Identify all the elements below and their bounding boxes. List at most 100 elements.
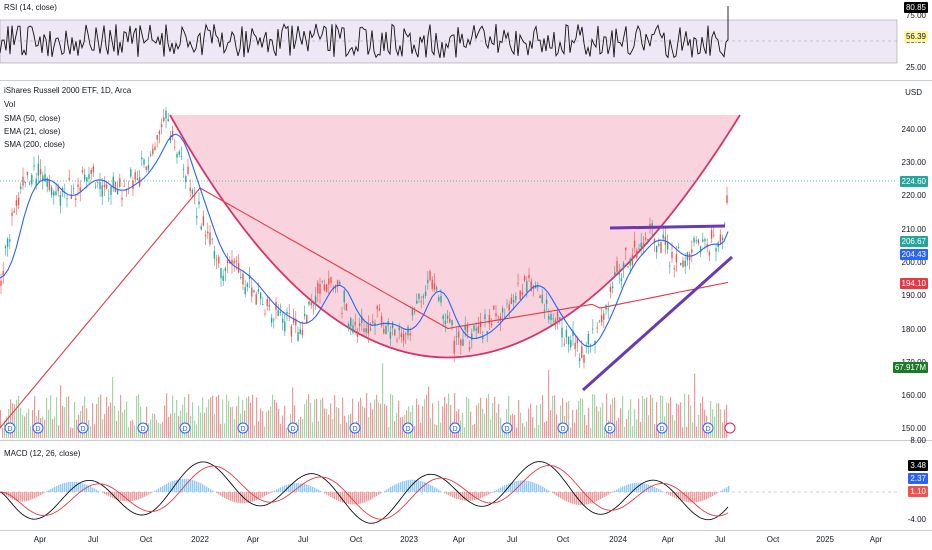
volume-bar [626,419,628,438]
macd-histogram-bar [166,483,168,492]
rsi-tick: 25.00 [905,63,926,72]
volume-bar [146,406,148,438]
volume-bar [606,393,608,438]
volume-bar [324,408,326,438]
candle-body [325,284,328,292]
volume-bar [670,397,672,438]
macd-histogram-bar [480,492,482,499]
macd-histogram-bar [258,492,260,500]
macd-histogram-bar [104,492,106,495]
volume-bar [196,424,198,438]
candle-body [77,184,79,187]
volume-bar [642,395,644,438]
macd-histogram-bar [262,492,264,498]
candle-body [11,212,13,217]
volume-bar [162,422,164,438]
price-tick: 150.00 [901,424,926,433]
dividend-marker-label: D [607,426,612,433]
volume-bar [448,393,450,438]
volume-bar [400,417,402,438]
volume-bar [464,427,466,438]
candle-body [295,318,297,326]
candle-body [600,315,603,323]
volume-bar [660,395,662,438]
candle-body [556,311,559,320]
candle-body [13,210,15,213]
candle-body [484,314,486,320]
volume-bar [106,396,108,438]
macd-histogram-bar [698,492,700,502]
volume-bar [576,409,578,438]
macd-histogram-bar [600,492,602,500]
dividend-marker-label: D [80,426,85,433]
macd-histogram-bar [688,492,690,503]
macd-histogram-bar [192,480,194,492]
volume-bar [382,363,384,438]
macd-histogram-bar [146,492,148,496]
volume-bar [284,405,286,438]
macd-histogram-bar [332,492,334,499]
volume-bar [570,427,572,438]
volume-bar [566,402,568,438]
volume-bar [300,416,302,438]
macd-histogram-bar [352,492,354,505]
candle-body [629,258,631,266]
macd-histogram-bar [52,487,54,492]
volume-bar [470,411,472,438]
candle-body [451,320,453,326]
volume-bar [484,413,486,438]
macd-histogram-bar [264,492,266,497]
volume-bar [544,422,546,438]
price-axis[interactable]: 75.00 50.00 25.00 240.00 230.00 220.00 2… [897,0,932,530]
macd-histogram-bar [608,492,610,495]
candle-body [134,172,136,180]
candle-body [356,333,359,337]
macd-histogram-bar [14,492,16,501]
macd-histogram-bar [366,492,368,502]
candle-body [279,311,282,313]
candle-body [517,283,519,285]
volume-bar [674,420,676,438]
ema21-badge: 204.43 [899,249,928,260]
macd-histogram-bar [28,492,30,501]
time-tick: 2025 [816,535,834,544]
volume-bar [54,416,56,438]
macd-histogram-bar [586,492,588,505]
candle-body [6,238,9,247]
volume-bar [312,422,314,438]
candle-body [486,331,488,334]
volume-bar [610,404,612,438]
macd-histogram-bar [418,480,420,492]
candle-body [277,309,279,316]
macd-histogram-bar [350,492,352,505]
currency-label[interactable]: USD [905,88,922,97]
macd-histogram-bar [454,492,456,499]
macd-histogram-bar [714,492,716,495]
macd-histogram-bar [94,488,96,492]
macd-histogram-bar [222,492,224,497]
candle-body [268,305,271,307]
candle-body [253,290,255,293]
dividend-marker-label: D [405,426,410,433]
macd-histogram-bar [210,489,212,492]
candle-body [158,131,161,135]
volume-bar [412,405,414,438]
candle-body [706,244,708,247]
macd-histogram-bar [98,490,100,492]
pane-separator[interactable] [0,440,932,441]
macd-histogram-bar [572,492,574,504]
macd-histogram-bar [148,492,150,495]
macd-histogram-bar [496,489,498,492]
volume-bar [644,398,646,438]
pane-separator[interactable] [0,80,932,81]
sma200-line [0,187,729,429]
volume-bar [216,396,218,438]
volume-bar [212,395,214,438]
macd-histogram-bar [546,489,548,492]
candle-body [15,200,18,206]
candle-body [345,303,348,311]
candle-body [246,283,249,287]
macd-histogram-bar [424,482,426,492]
candle-body [257,289,260,292]
